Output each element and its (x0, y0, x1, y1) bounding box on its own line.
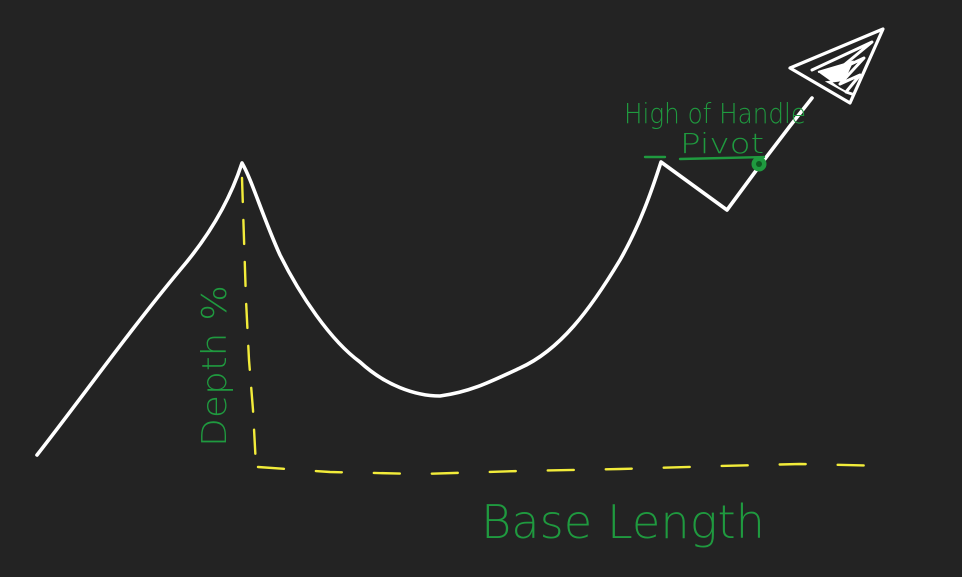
pivot-label: Pivot (680, 127, 764, 160)
depth-label: Depth % (195, 285, 235, 447)
base-measure-line (256, 462, 890, 476)
pivot-underline (678, 155, 766, 161)
high-of-handle-label: High of Handle (624, 97, 806, 130)
arrowhead-icon (788, 27, 885, 105)
depth-measure-line (240, 176, 258, 468)
pivot-dot-icon (751, 156, 767, 172)
price-path (35, 96, 814, 457)
base-length-label: Base Length (481, 495, 765, 549)
